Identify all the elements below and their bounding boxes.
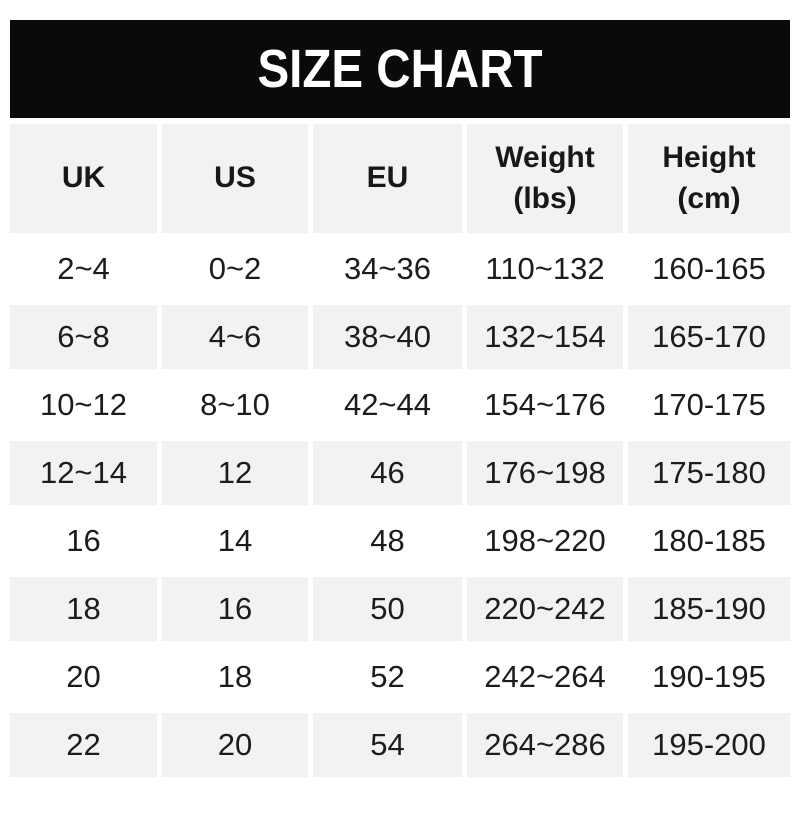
cell-us: 8~10 [162,373,308,437]
cell-height: 165-170 [628,305,790,369]
cell-us: 18 [162,645,308,709]
cell-weight: 132~154 [467,305,623,369]
cell-uk: 20 [10,645,157,709]
title-banner: SIZE CHART [10,20,790,118]
cell-eu: 48 [313,509,462,573]
header-cell-height: Height (cm) [628,124,790,233]
cell-us: 4~6 [162,305,308,369]
cell-uk: 18 [10,577,157,641]
cell-height: 180-185 [628,509,790,573]
cell-us: 12 [162,441,308,505]
header-cell-uk: UK [10,124,157,233]
header-sublabel: (lbs) [513,181,577,215]
cell-eu: 54 [313,713,462,777]
table-row: 20 18 52 242~264 190-195 [10,645,790,709]
table-row: 18 16 50 220~242 185-190 [10,577,790,641]
cell-height: 170-175 [628,373,790,437]
header-sublabel: (cm) [677,181,741,215]
cell-height: 185-190 [628,577,790,641]
header-cell-eu: EU [313,124,462,233]
cell-uk: 10~12 [10,373,157,437]
cell-height: 190-195 [628,645,790,709]
cell-weight: 176~198 [467,441,623,505]
cell-eu: 42~44 [313,373,462,437]
header-cell-weight: Weight (lbs) [467,124,623,233]
header-label: US [214,161,256,195]
cell-height: 160-165 [628,237,790,301]
cell-us: 0~2 [162,237,308,301]
cell-us: 16 [162,577,308,641]
cell-uk: 6~8 [10,305,157,369]
header-label: Weight [495,141,595,174]
header-cell-us: US [162,124,308,233]
cell-height: 195-200 [628,713,790,777]
header-label: EU [366,161,409,195]
cell-uk: 12~14 [10,441,157,505]
table-row: 2~4 0~2 34~36 110~132 160-165 [10,237,790,301]
table-row: 22 20 54 264~286 195-200 [10,713,790,777]
cell-weight: 198~220 [467,509,623,573]
table-row: 6~8 4~6 38~40 132~154 165-170 [10,305,790,369]
cell-eu: 34~36 [313,237,462,301]
cell-weight: 110~132 [467,237,623,301]
cell-eu: 38~40 [313,305,462,369]
header-label: UK [61,161,106,195]
header-label: Height [662,141,756,174]
table-header-row: UK US EU Weight (lbs) Height (cm) [10,124,790,233]
cell-weight: 242~264 [467,645,623,709]
size-chart-table: UK US EU Weight (lbs) Height (cm) [5,120,795,781]
cell-us: 20 [162,713,308,777]
cell-eu: 50 [313,577,462,641]
cell-eu: 52 [313,645,462,709]
cell-weight: 264~286 [467,713,623,777]
table-row: 16 14 48 198~220 180-185 [10,509,790,573]
page-title: SIZE CHART [257,39,543,99]
cell-uk: 16 [10,509,157,573]
cell-eu: 46 [313,441,462,505]
table-row: 12~14 12 46 176~198 175-180 [10,441,790,505]
cell-uk: 2~4 [10,237,157,301]
cell-weight: 220~242 [467,577,623,641]
size-chart-page: SIZE CHART UK US EU [0,20,800,820]
cell-us: 14 [162,509,308,573]
cell-uk: 22 [10,713,157,777]
cell-height: 175-180 [628,441,790,505]
cell-weight: 154~176 [467,373,623,437]
table-row: 10~12 8~10 42~44 154~176 170-175 [10,373,790,437]
